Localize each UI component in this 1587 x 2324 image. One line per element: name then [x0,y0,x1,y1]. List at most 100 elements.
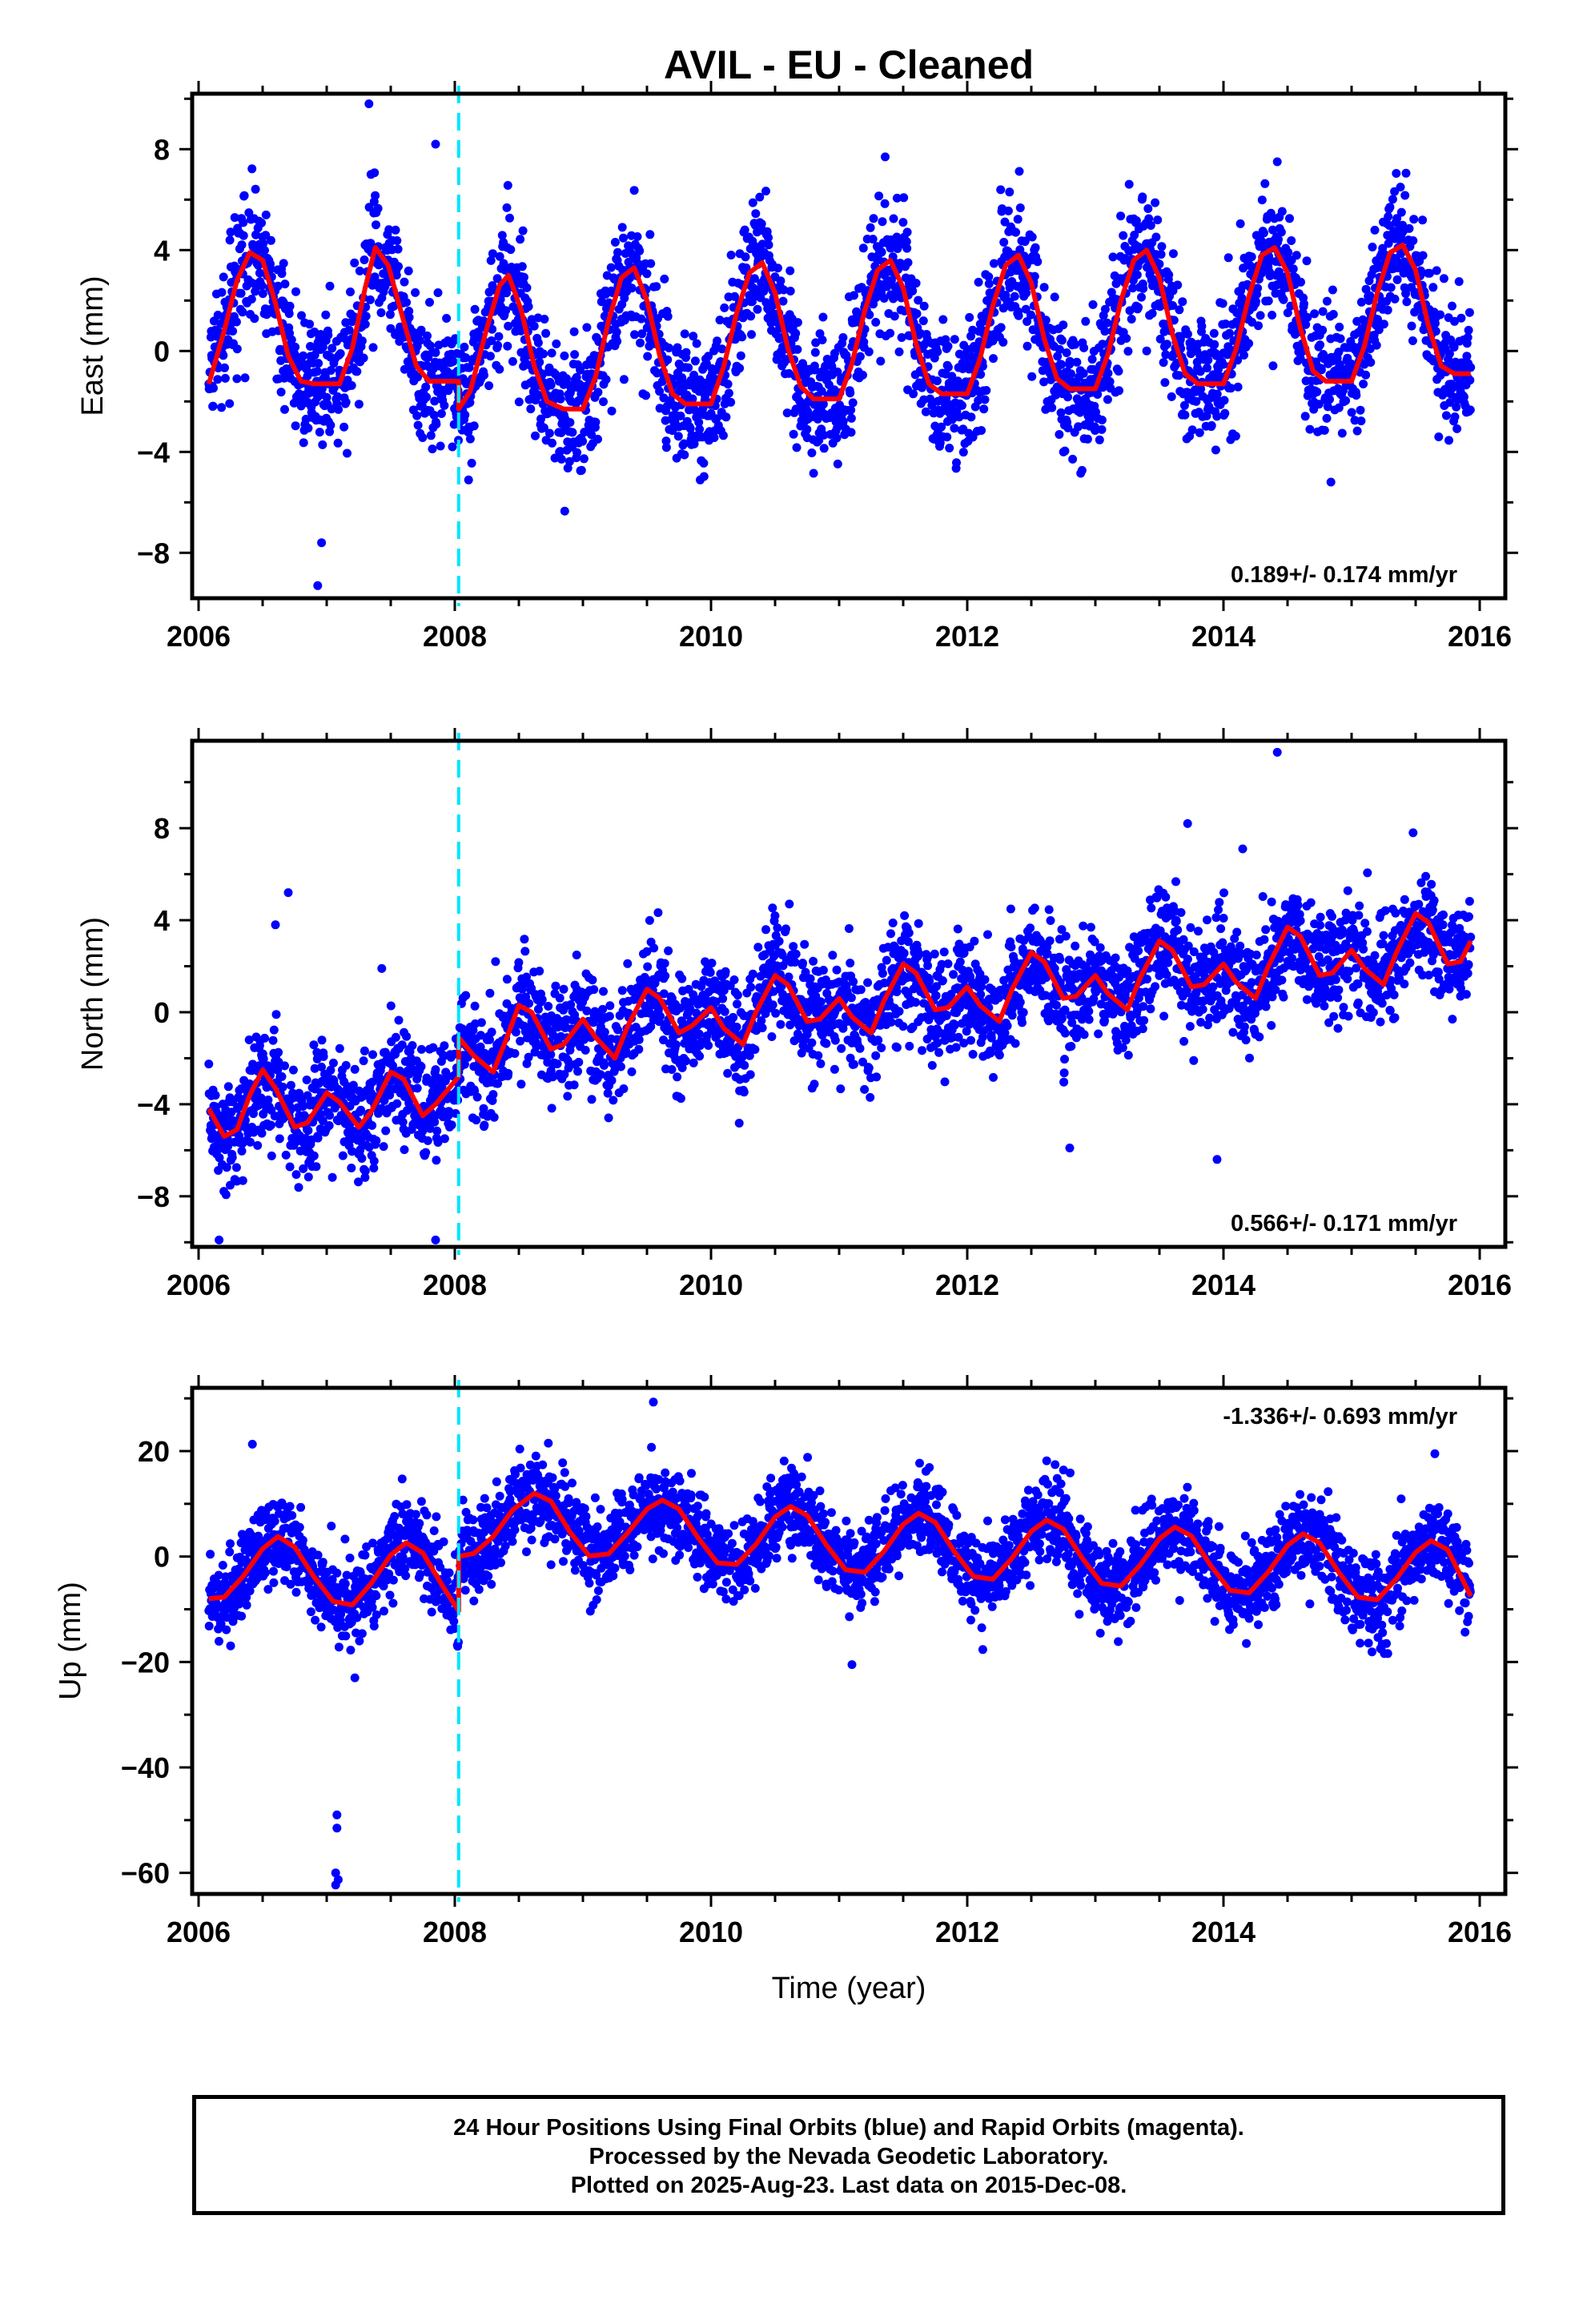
east-position-point [365,295,375,304]
east-position-point [1407,321,1416,331]
north-position-point [563,1092,573,1101]
east-position-point [903,258,913,267]
east-position-point [979,404,989,414]
east-position-point [1268,225,1277,235]
east-position-point [663,355,673,364]
east-position-point [250,314,259,324]
north-position-point [797,1048,806,1058]
east-position-point [709,433,719,442]
east-position-point [494,332,504,341]
east-position-point [810,365,820,375]
east-position-point [225,399,235,408]
east-position-point [1143,204,1153,213]
east-position-point [556,394,565,404]
east-position-point [519,272,528,282]
north-position-point [266,1120,275,1130]
east-position-point [464,475,473,485]
east-position-point [919,301,929,311]
east-outlier-point [431,139,440,149]
east-position-point [747,297,757,307]
east-position-point [645,230,655,239]
east-position-point [299,351,308,360]
east-position-point [1292,251,1301,260]
east-position-point [1322,296,1332,306]
north-position-point [359,1056,368,1066]
east-position-point [548,438,556,448]
east-position-point [1081,316,1091,326]
north-position-point [903,937,913,947]
east-position-point [974,277,983,287]
north-position-point [604,1113,613,1123]
north-position-point [582,1006,592,1015]
north-position-point [298,1102,307,1112]
east-position-point [619,233,628,243]
east-position-point [502,203,512,212]
east-position-point [613,336,622,346]
east-position-point [560,506,569,516]
east-model-fit-line [206,243,1471,412]
east-position-point [335,349,345,358]
north-position-point [671,1040,681,1049]
north-position-point [360,1172,370,1182]
north-position-point [729,1013,738,1022]
east-position-point [1247,252,1256,262]
east-position-point [593,388,603,397]
east-position-point [1079,368,1088,378]
east-position-point [303,372,312,381]
east-position-point [273,281,283,291]
east-position-point [966,412,976,422]
east-position-point [344,325,354,335]
north-position-point [249,1109,258,1119]
east-position-point [1373,315,1382,324]
north-position-point [360,1046,369,1055]
east-position-point [793,344,802,354]
north-position-point [892,1043,902,1052]
east-position-point [751,209,761,219]
north-position-point [838,1023,848,1033]
east-position-point [945,444,954,452]
north-position-point [832,965,842,975]
north-position-point [470,1001,480,1011]
east-position-point [1384,212,1393,221]
east-position-point [318,343,327,352]
north-position-point [288,1065,298,1075]
north-position-point [816,997,826,1007]
north-position-point [588,975,597,985]
east-position-point [943,363,953,372]
east-position-point [1098,340,1107,349]
east-position-point [833,459,842,468]
east-position-point [832,433,842,443]
east-position-point [895,240,905,249]
east-position-point [1138,192,1147,202]
east-position-point [665,344,673,352]
north-position-point [274,1047,283,1057]
east-position-point [232,344,242,354]
east-position-point [793,318,802,328]
east-outlier-point [313,581,323,590]
east-position-point [661,436,671,446]
east-position-point [465,434,475,444]
north-position-point [348,1147,357,1156]
east-position-point [339,422,349,432]
north-position-point [341,1060,351,1070]
east-position-point [684,363,693,372]
east-position-point [652,282,661,292]
north-position-point [436,1105,446,1115]
north-position-point [573,1067,582,1076]
east-position-point [746,312,756,321]
east-position-point [257,218,267,227]
east-position-point [689,332,698,341]
north-position-point [774,936,784,946]
east-plot-frame [190,91,1508,601]
east-position-point [371,191,380,200]
east-outlier-point [364,99,374,109]
east-position-point [323,331,333,340]
east-position-point [1418,215,1428,225]
east-position-point [550,453,560,463]
east-position-point [326,366,335,375]
east-position-point [753,304,762,314]
east-position-point [637,314,646,324]
east-position-point [411,287,420,297]
east-position-point [730,292,739,301]
east-position-point [488,324,497,334]
